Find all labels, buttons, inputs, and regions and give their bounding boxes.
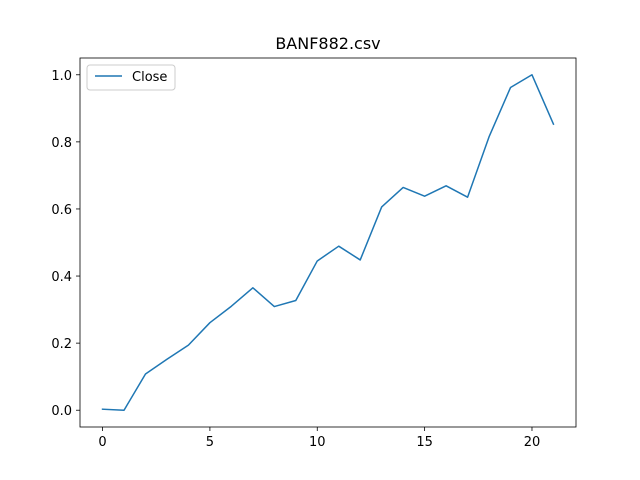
series-line-close — [101, 74, 555, 411]
legend-label-close: Close — [132, 70, 167, 85]
x-tick-label: 20 — [524, 435, 541, 450]
y-tick-label: 0.6 — [51, 203, 72, 218]
plot-frame — [79, 57, 577, 428]
legend-box — [86, 64, 176, 91]
x-axis-ticks: 0 5 10 15 20 — [98, 427, 540, 450]
y-tick-label: 0.4 — [51, 270, 72, 285]
series-layer — [101, 74, 555, 411]
y-tick-label: 0.0 — [51, 404, 72, 419]
legend: Close — [86, 64, 176, 91]
x-tick-label: 10 — [309, 435, 326, 450]
chart-title: BANF882.csv — [275, 34, 380, 53]
y-tick-label: 0.2 — [51, 337, 72, 352]
x-tick-label: 5 — [206, 435, 214, 450]
x-tick-label: 0 — [98, 435, 106, 450]
y-tick-label: 0.8 — [51, 136, 72, 151]
y-tick-label: 1.0 — [51, 69, 72, 84]
y-axis-ticks: 0.0 0.2 0.4 0.6 0.8 1.0 — [51, 69, 80, 419]
x-tick-label: 15 — [416, 435, 433, 450]
